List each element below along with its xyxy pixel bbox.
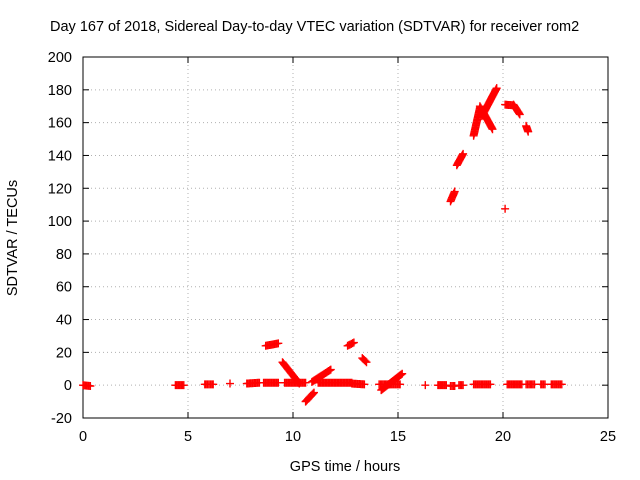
data-point: [557, 380, 566, 389]
grid: [83, 57, 608, 418]
y-tick-label: 160: [48, 116, 72, 132]
y-tick-label: 140: [48, 148, 72, 164]
data-point: [486, 380, 495, 389]
data-point: [442, 381, 451, 390]
data-point: [349, 338, 358, 347]
x-tick-label: 10: [285, 429, 301, 445]
y-tick-label: 100: [48, 214, 72, 230]
data-point: [226, 379, 234, 388]
data-point: [501, 204, 510, 213]
data-point: [274, 339, 283, 348]
x-tick-label: 25: [600, 429, 616, 445]
x-tick-label: 0: [79, 429, 87, 445]
y-tick-label: 200: [48, 50, 72, 66]
data-point: [361, 357, 370, 366]
data-point: [459, 149, 468, 158]
data-point: [362, 358, 371, 367]
y-tick-label: -20: [51, 411, 72, 427]
data-point: [450, 187, 459, 196]
y-tick-label: 20: [56, 345, 72, 361]
data-point: [397, 370, 406, 379]
data-point: [515, 110, 524, 119]
data-point: [209, 380, 218, 389]
y-tick-label: 120: [48, 181, 72, 197]
data-point: [86, 382, 95, 391]
x-tick-label: 15: [390, 429, 406, 445]
x-tick-label: 5: [184, 429, 192, 445]
data-point: [396, 371, 405, 380]
y-tick-label: 0: [64, 378, 72, 394]
y-tick-label: 40: [56, 313, 72, 329]
data-point: [459, 381, 468, 390]
y-tick-label: 80: [56, 247, 72, 263]
data-point: [398, 369, 407, 378]
data-point: [179, 381, 188, 390]
y-tick-label: 60: [56, 280, 72, 296]
data-point: [492, 84, 501, 93]
data-point: [396, 380, 405, 389]
y-axis-label: SDTVAR / TECUs: [5, 180, 21, 296]
data-point: [308, 390, 317, 399]
data-point: [524, 127, 533, 136]
x-tick-label: 20: [495, 429, 511, 445]
data-point: [450, 382, 459, 391]
y-tick-label: 180: [48, 83, 72, 99]
data-point: [310, 388, 318, 397]
data-point: [326, 365, 335, 374]
axis-ticks: 0 5 10 15 20 25 -20 0 20 40 60 80 100 120 140 160 180 200: [48, 50, 616, 445]
data-point: [360, 380, 369, 389]
plot-frame: [82, 56, 609, 419]
data-point: [421, 381, 430, 390]
data-point: [488, 125, 497, 134]
data-point: [301, 378, 310, 387]
chart-title: Day 167 of 2018, Sidereal Day-to-day VTE…: [50, 19, 579, 35]
x-axis-label: GPS time / hours: [290, 459, 400, 475]
data-point: [309, 389, 318, 398]
data-points: [79, 84, 566, 406]
